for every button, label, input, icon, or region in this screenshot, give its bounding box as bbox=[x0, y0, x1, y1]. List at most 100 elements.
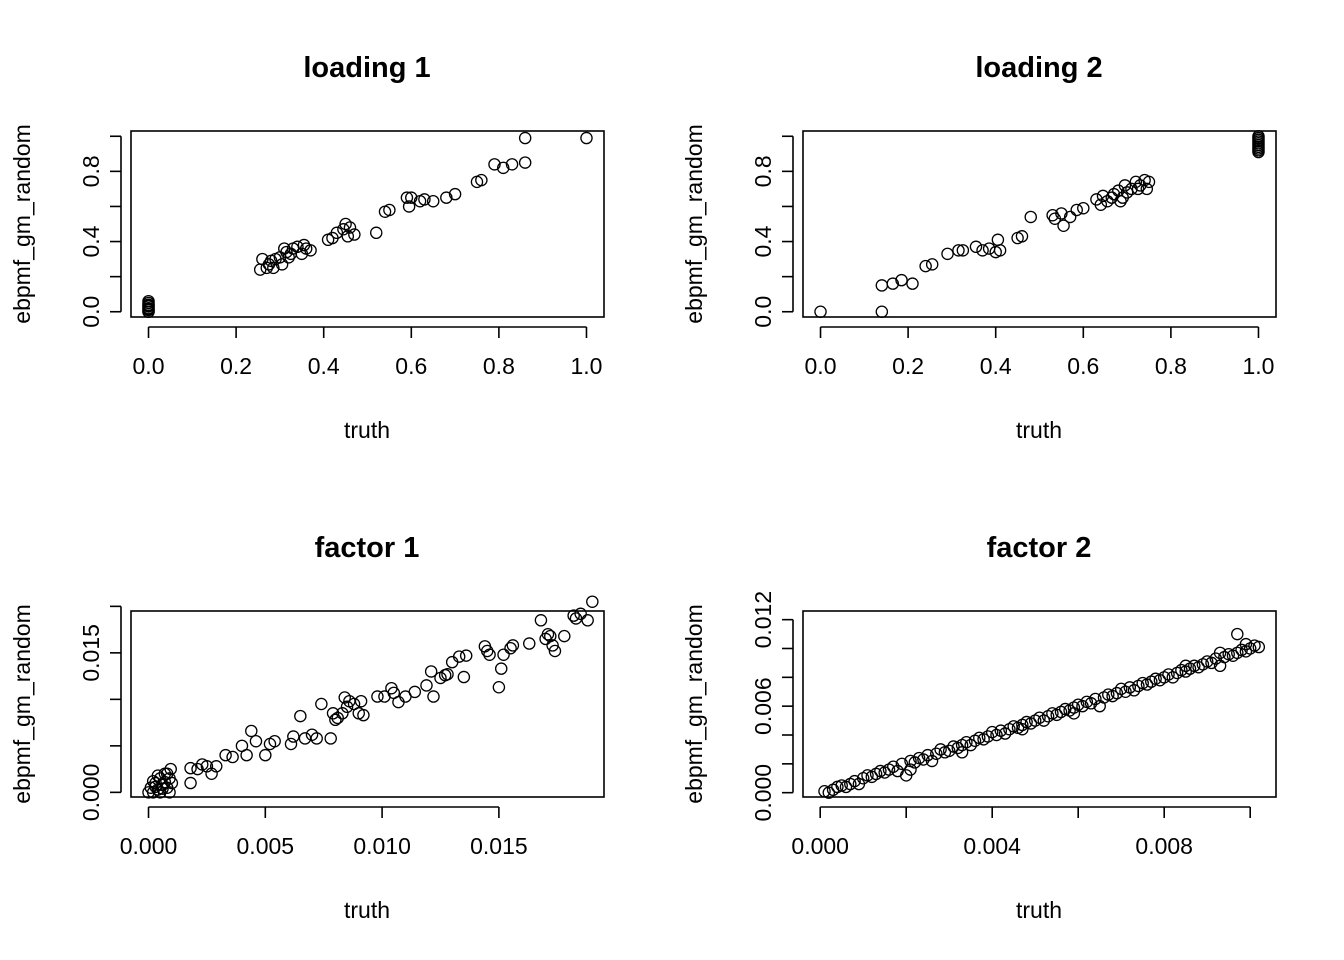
data-point bbox=[955, 746, 969, 759]
data-point bbox=[567, 609, 580, 622]
data-point bbox=[1129, 175, 1143, 189]
data-point bbox=[1015, 230, 1029, 243]
panel-factor-1: factor 1 truth ebpmf_gm_random 0.000 0.00… bbox=[9, 532, 605, 923]
y-tick-label: 0.8 bbox=[78, 155, 104, 187]
data-point bbox=[343, 221, 357, 234]
data-point bbox=[1076, 699, 1089, 713]
data-point bbox=[1252, 640, 1266, 654]
data-point bbox=[919, 259, 932, 273]
y-tick-label: 0.012 bbox=[750, 591, 776, 649]
data-point bbox=[1114, 194, 1127, 208]
data-point bbox=[1127, 684, 1141, 697]
data-point bbox=[930, 747, 943, 760]
data-point bbox=[1016, 722, 1029, 736]
data-point bbox=[370, 226, 383, 240]
data-point bbox=[1037, 714, 1051, 727]
data-point bbox=[991, 233, 1005, 247]
data-point bbox=[1057, 219, 1070, 233]
plot-frame bbox=[130, 610, 605, 798]
x-tick-label: 0.6 bbox=[395, 353, 427, 379]
x-tick-label: 0.010 bbox=[353, 833, 411, 859]
data-point bbox=[1231, 627, 1244, 641]
data-point bbox=[210, 760, 223, 773]
data-point bbox=[581, 614, 594, 627]
data-point bbox=[249, 734, 263, 748]
data-point bbox=[1046, 208, 1059, 222]
data-point bbox=[544, 629, 557, 643]
data-point bbox=[294, 709, 307, 723]
data-point bbox=[1063, 210, 1077, 224]
data-point bbox=[906, 277, 919, 290]
x-tick-label: 0.004 bbox=[963, 833, 1021, 859]
data-point bbox=[315, 697, 328, 711]
data-point bbox=[240, 748, 253, 762]
y-tick-label: 0.0 bbox=[750, 296, 776, 328]
x-tick-label: 0.8 bbox=[483, 353, 515, 379]
data-point bbox=[191, 762, 204, 776]
x-axis-label: truth bbox=[1016, 897, 1062, 923]
data-point bbox=[956, 244, 970, 257]
panel-loading-1: loading 1 truth ebpmf_gm_random 0.0 0.2 0.… bbox=[9, 52, 605, 443]
x-tick-label: 0.4 bbox=[980, 353, 1012, 379]
data-point bbox=[976, 244, 989, 257]
data-point bbox=[1067, 707, 1081, 720]
x-tick-label: 0.4 bbox=[308, 353, 340, 379]
data-point bbox=[506, 639, 520, 652]
data-point bbox=[942, 744, 956, 758]
data-point bbox=[405, 191, 418, 204]
data-point bbox=[408, 685, 422, 699]
data-point bbox=[541, 628, 555, 641]
data-point bbox=[341, 230, 355, 243]
y-axis-label: ebpmf_gm_random bbox=[681, 124, 707, 323]
data-point bbox=[184, 776, 197, 790]
x-tick-label: 0.000 bbox=[791, 833, 849, 859]
data-point bbox=[574, 607, 587, 621]
data-point bbox=[982, 242, 996, 255]
y-tick-label: 0.4 bbox=[750, 225, 776, 257]
data-point bbox=[497, 648, 510, 661]
data-point bbox=[875, 279, 889, 292]
data-point bbox=[1077, 201, 1090, 215]
data-point bbox=[558, 629, 571, 643]
data-point bbox=[505, 158, 519, 171]
data-point bbox=[887, 760, 900, 773]
data-point bbox=[440, 191, 453, 204]
panel-factor-2: factor 2 truth ebpmf_gm_random 0.000 0.00… bbox=[681, 532, 1277, 923]
x-axis-label: truth bbox=[344, 897, 390, 923]
panel-loading-2: loading 2 truth ebpmf_gm_random 0.0 0.2 0.… bbox=[681, 52, 1277, 443]
data-point bbox=[1089, 692, 1102, 706]
data-point bbox=[337, 223, 350, 236]
data-point bbox=[326, 707, 340, 720]
data-point bbox=[483, 648, 496, 661]
plot-frame bbox=[802, 130, 1277, 318]
data-point bbox=[580, 131, 593, 145]
data-point bbox=[158, 775, 172, 789]
plot-frame bbox=[130, 130, 605, 318]
data-point bbox=[420, 679, 433, 692]
x-tick-label: 0.000 bbox=[120, 833, 178, 859]
plot-frame bbox=[802, 610, 1277, 798]
data-point bbox=[1239, 637, 1253, 651]
data-point bbox=[1205, 656, 1218, 670]
data-point bbox=[875, 305, 889, 318]
data-point bbox=[142, 299, 155, 312]
data-point bbox=[981, 730, 995, 743]
data-point bbox=[814, 305, 827, 318]
data-point bbox=[226, 750, 239, 764]
x-tick-label: 0.015 bbox=[470, 833, 528, 859]
data-point bbox=[304, 244, 317, 257]
x-tick-label: 1.0 bbox=[570, 353, 602, 379]
data-point bbox=[952, 244, 965, 257]
data-point bbox=[275, 258, 289, 271]
data-point bbox=[548, 644, 562, 658]
data-point bbox=[267, 261, 280, 275]
data-point bbox=[184, 761, 197, 775]
data-point bbox=[339, 217, 352, 231]
x-tick-label: 0.0 bbox=[805, 353, 837, 379]
x-tick-label: 0.005 bbox=[237, 833, 295, 859]
data-point bbox=[475, 173, 488, 187]
data-point bbox=[494, 662, 508, 675]
data-point bbox=[925, 258, 939, 271]
data-point bbox=[998, 727, 1012, 740]
